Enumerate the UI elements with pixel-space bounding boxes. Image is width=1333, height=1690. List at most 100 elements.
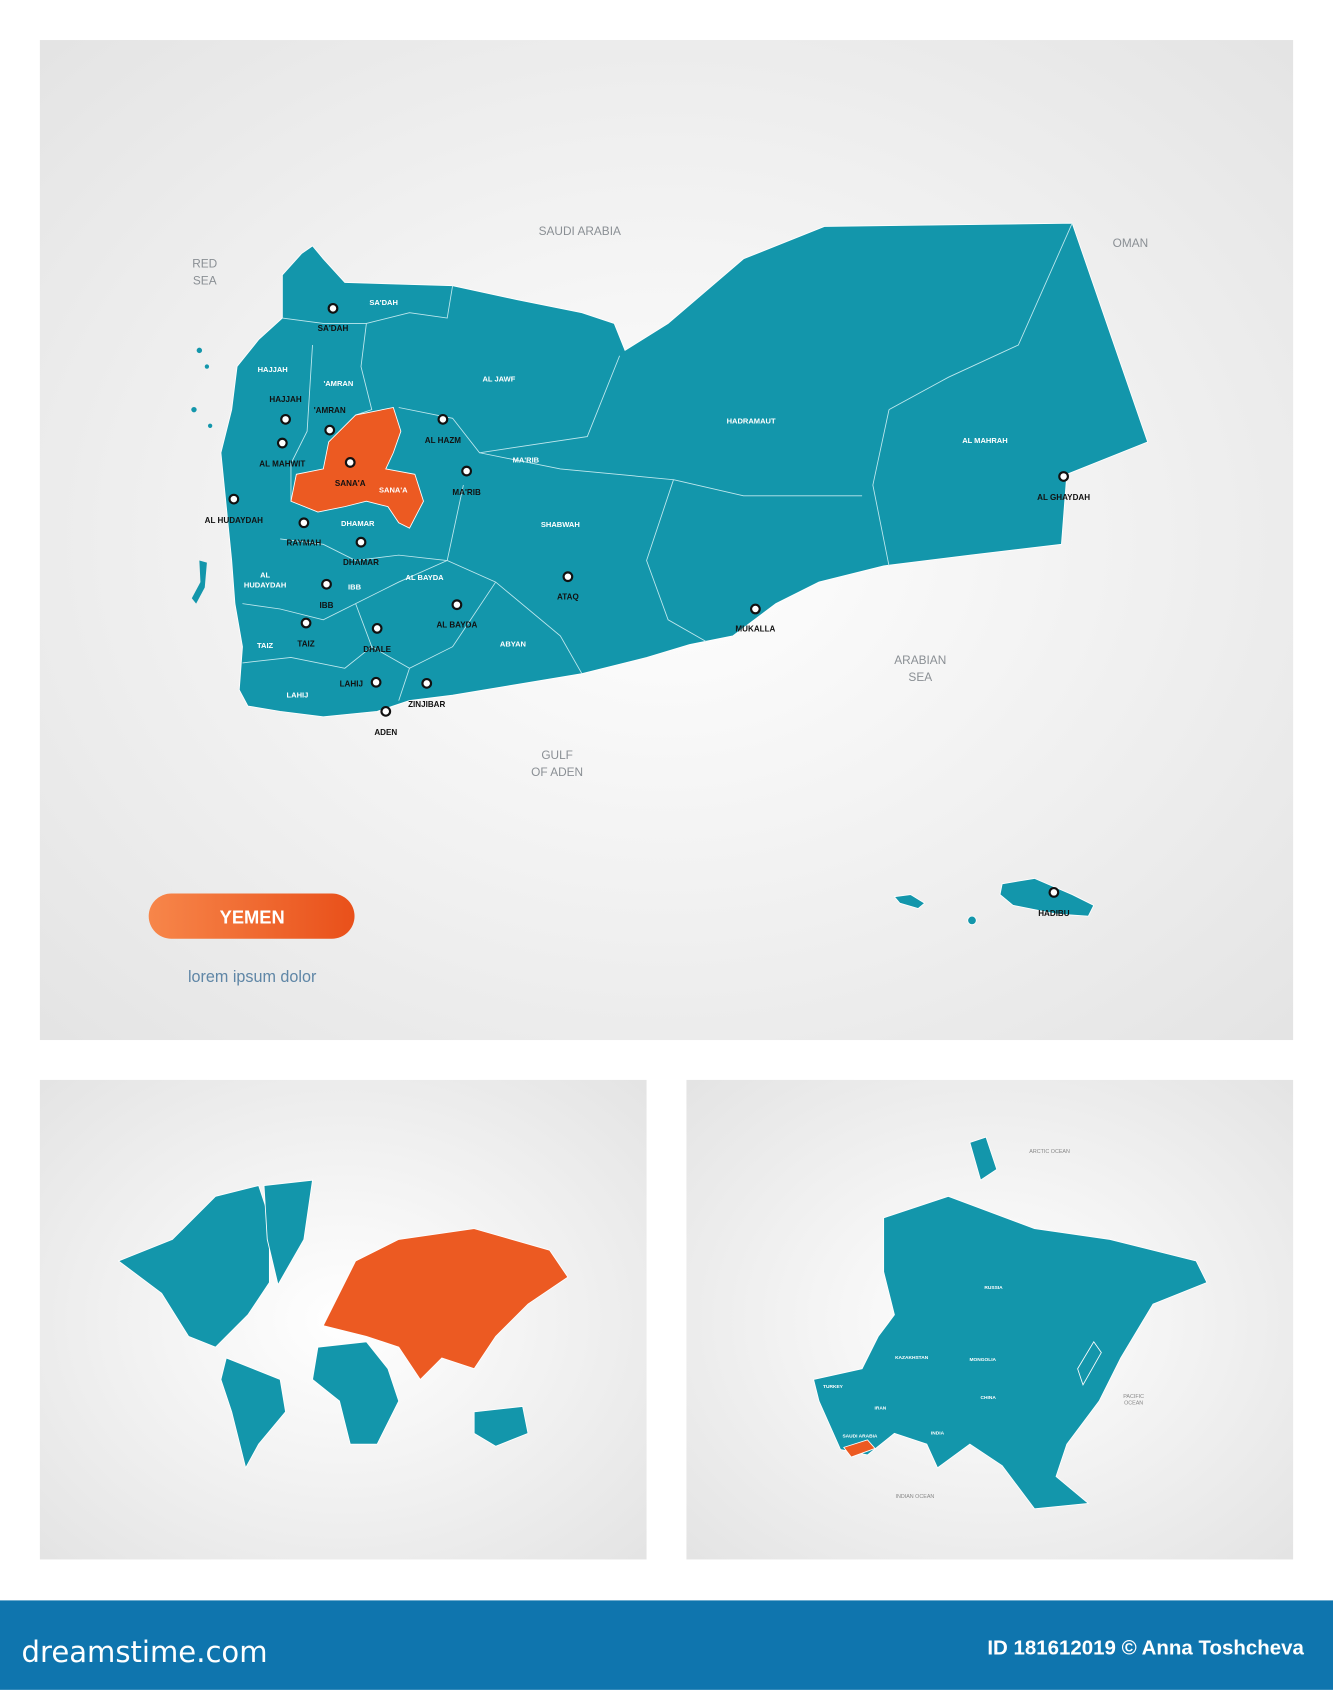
map-pin-icon[interactable] [280,413,291,425]
city-marker[interactable]: TAIZ [297,617,315,649]
city-marker[interactable]: AL GHAYDAH [1037,471,1090,502]
region-label: AL [260,571,270,580]
abd-al-kuri-island [893,894,926,910]
north-america [117,1185,270,1348]
region-label: AL JAWF [482,375,515,384]
city-marker[interactable]: HAJJAH [269,395,302,425]
asia-sea-label: INDIAN OCEAN [895,1494,934,1500]
map-pin-icon[interactable] [370,676,382,688]
map-pin-icon[interactable] [451,599,463,611]
city-marker[interactable]: AL BAYDA [436,599,477,629]
region-label: 'AMRAN [323,379,353,388]
map-pin-icon[interactable] [327,302,339,314]
map-pin-icon[interactable] [461,465,472,477]
country-pill[interactable] [148,893,355,939]
australia [473,1405,529,1447]
label-arabian-sea-1: ARABIAN [894,653,946,667]
city-marker[interactable]: SANA'A [335,457,366,488]
region-label: SANA'A [379,486,408,495]
asia-label: MONGOLIA [969,1357,996,1363]
city-marker[interactable]: MA'RIB [452,465,481,497]
city-label: AL GHAYDAH [1037,493,1090,502]
city-label: RAYMAH [287,538,322,547]
region-label: MA'RIB [513,455,540,464]
asia-label: IRAN [874,1406,886,1412]
region-label: HADRAMAUT [727,417,776,426]
label-red-sea-2: SEA [193,274,217,288]
map-pin-icon[interactable] [276,437,288,449]
asia-sea-label: PACIFIC [1123,1394,1144,1400]
city-label: DHAMAR [343,558,379,567]
city-label: AL BAYDA [436,620,477,629]
city-label: 'AMRAN [314,406,346,415]
socotra-island [999,877,1095,917]
region-label: IBB [348,583,362,592]
map-pin-icon[interactable] [562,571,574,583]
map-pin-icon[interactable] [1058,471,1069,482]
city-marker[interactable]: HADIBU [1038,887,1070,918]
map-pin-icon[interactable] [321,578,332,590]
africa [312,1341,400,1445]
city-marker[interactable]: SA'DAH [318,302,349,333]
asia-yemen-highlight [843,1439,876,1458]
city-marker[interactable]: AL HUDAYDAH [205,493,264,525]
city-marker[interactable]: ADEN [374,705,397,737]
map-pin-icon[interactable] [371,623,383,634]
region-label: AL BAYDA [406,573,445,582]
city-marker[interactable]: IBB [320,578,334,610]
map-pin-icon[interactable] [355,536,367,548]
asia-landmass [813,1195,1208,1510]
city-marker[interactable]: RAYMAH [287,517,322,547]
city-label: SA'DAH [318,324,349,333]
map-pin-icon[interactable] [380,705,392,717]
region-label: SHABWAH [541,520,580,529]
city-label: AL HAZM [425,436,461,445]
country-badge[interactable]: YEMEN [148,893,355,939]
city-marker[interactable]: DHALE [363,623,392,654]
region-label: TAIZ [257,641,274,650]
map-pin-icon[interactable] [344,457,356,468]
city-marker[interactable]: MUKALLA [735,603,776,634]
asia-label: RUSSIA [984,1285,1003,1291]
city-markers: SA'DAH HAJJAH 'AMRAN AL MAHWIT SANA'A AL HAZM… [205,302,1090,918]
city-label: MA'RIB [452,488,481,497]
yemen-landmass [220,222,1149,718]
city-marker[interactable]: 'AMRAN [314,406,346,436]
greenland [263,1179,314,1286]
footer-credit: ID 181612019 © Anna Toshcheva [987,1636,1304,1659]
map-pin-icon[interactable] [228,493,240,505]
small-island [967,915,977,926]
map-pin-icon[interactable] [298,517,310,529]
asia-sea-label: OCEAN [1124,1400,1143,1406]
city-marker[interactable]: ATAQ [557,571,579,601]
label-gulf-of-aden-1: GULF [541,748,573,762]
city-label: ATAQ [557,592,579,601]
city-label: MUKALLA [735,625,775,634]
city-marker[interactable]: DHAMAR [343,536,379,567]
region-labels: SA'DAH HAJJAH 'AMRAN AL JAWF MA'RIB SANA'A DHA… [244,298,1008,699]
asia-label: INDIA [931,1430,945,1436]
asia-label: SAUDI ARABIA [842,1434,877,1440]
city-marker[interactable]: LAHIJ [340,676,382,689]
eurasia-highlight [322,1228,569,1381]
map-pin-icon[interactable] [324,424,336,436]
city-marker[interactable]: AL HAZM [425,413,461,445]
label-red-sea-1: RED [192,256,217,270]
japan [1077,1340,1102,1386]
map-pin-icon[interactable] [437,413,449,425]
map-pin-icon[interactable] [750,603,761,615]
country-subtitle: lorem ipsum dolor [188,968,317,986]
footer-brand[interactable]: dreamstime.com [22,1635,268,1669]
map-pin-icon[interactable] [421,677,433,689]
city-label: AL HUDAYDAH [205,516,264,525]
map-pin-icon[interactable] [300,617,312,629]
city-marker[interactable]: ZINJIBAR [408,677,446,709]
asia-label: CHINA [981,1395,997,1401]
map-pin-icon[interactable] [1048,887,1060,898]
region-label: LAHIJ [287,690,309,699]
asia-label: KAZAKHSTAN [895,1355,929,1361]
sanaa-region-highlight [290,406,424,529]
city-marker[interactable]: AL MAHWIT [259,437,305,469]
arctic-islands [969,1136,998,1181]
